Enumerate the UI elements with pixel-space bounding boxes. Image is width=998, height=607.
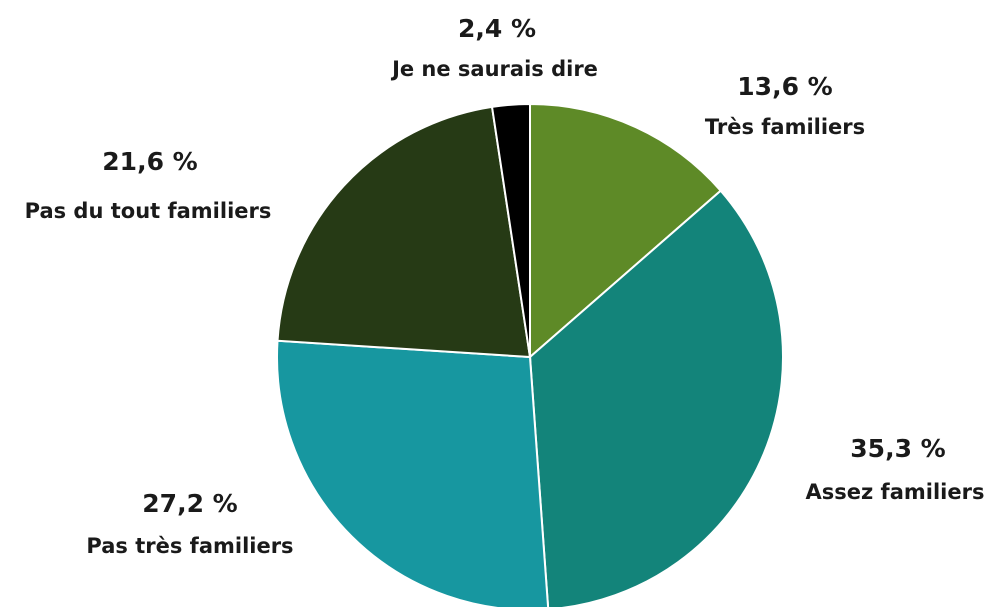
pie-slice (276, 105, 532, 359)
value-label: 2,4 % (458, 14, 536, 43)
pie-slice (276, 339, 550, 607)
value-label: 35,3 % (850, 434, 945, 463)
pie-slice (528, 189, 784, 607)
category-label: Pas du tout familiers (25, 199, 272, 223)
pie-slice (490, 102, 531, 358)
pie-slice (529, 102, 723, 360)
category-label: Assez familiers (806, 480, 985, 504)
value-label: 21,6 % (102, 147, 197, 176)
category-label: Très familiers (705, 115, 865, 139)
category-label: Pas très familiers (86, 534, 293, 558)
value-label: 27,2 % (142, 489, 237, 518)
value-label: 13,6 % (737, 72, 832, 101)
category-label: Je ne saurais dire (390, 57, 598, 81)
